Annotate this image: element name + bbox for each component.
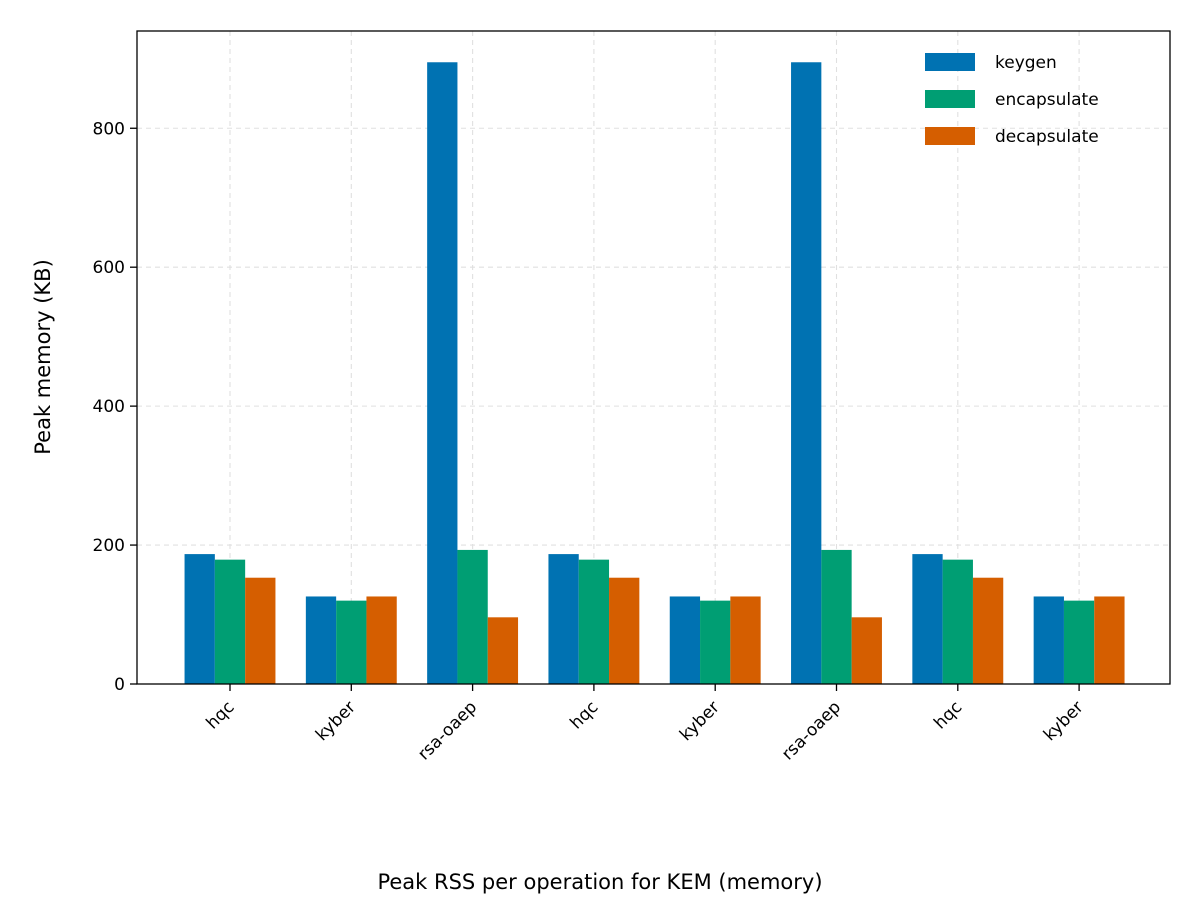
chart-caption: Peak RSS per operation for KEM (memory) bbox=[377, 870, 822, 894]
bar-decapsulate-4 bbox=[730, 596, 761, 684]
x-tick-label: rsa-oaep bbox=[778, 697, 845, 764]
bar-encapsulate-6 bbox=[942, 559, 973, 684]
x-tick-label: kyber bbox=[1040, 697, 1088, 745]
legend-swatch-decapsulate bbox=[925, 127, 975, 145]
bar-encapsulate-3 bbox=[578, 559, 610, 684]
bar-keygen-0 bbox=[184, 554, 215, 684]
bar-decapsulate-6 bbox=[972, 577, 1004, 684]
bar-keygen-1 bbox=[305, 596, 337, 684]
bar-encapsulate-5 bbox=[821, 549, 852, 684]
bar-decapsulate-1 bbox=[366, 596, 397, 684]
legend-label-keygen: keygen bbox=[995, 53, 1057, 73]
y-tick-label: 400 bbox=[93, 397, 125, 417]
plot-frame bbox=[136, 30, 1171, 685]
bar-encapsulate-0 bbox=[214, 559, 246, 684]
bar-encapsulate-1 bbox=[336, 600, 367, 684]
y-tick-label: 800 bbox=[93, 119, 125, 139]
x-tick-label: hqc bbox=[930, 697, 966, 733]
x-tick-label: hqc bbox=[203, 697, 239, 733]
bar-encapsulate-2 bbox=[457, 549, 488, 684]
bar-keygen-3 bbox=[548, 554, 579, 684]
x-tick-label: kyber bbox=[676, 697, 724, 745]
x-tick-label: rsa-oaep bbox=[414, 697, 481, 764]
bar-decapsulate-7 bbox=[1094, 596, 1125, 684]
bar-decapsulate-0 bbox=[245, 577, 276, 684]
bar-encapsulate-4 bbox=[700, 600, 731, 684]
y-tick-label: 600 bbox=[93, 258, 125, 278]
bar-keygen-5 bbox=[791, 62, 822, 685]
legend-label-encapsulate: encapsulate bbox=[995, 90, 1099, 110]
bar-decapsulate-2 bbox=[487, 617, 519, 684]
y-axis-ticks: 0 200 400 600 800 bbox=[93, 119, 137, 695]
y-tick-label: 0 bbox=[114, 675, 125, 695]
y-tick-label: 200 bbox=[93, 536, 125, 556]
legend-swatch-keygen bbox=[925, 53, 975, 71]
bar-keygen-6 bbox=[912, 554, 943, 684]
bar-keygen-4 bbox=[669, 596, 701, 684]
legend-label-decapsulate: decapsulate bbox=[995, 127, 1099, 147]
bar-decapsulate-3 bbox=[609, 577, 640, 684]
x-tick-label: hqc bbox=[566, 697, 602, 733]
bar-decapsulate-5 bbox=[851, 617, 882, 684]
x-tick-label: kyber bbox=[312, 697, 360, 745]
y-axis-label: Peak memory (KB) bbox=[31, 259, 55, 455]
legend-swatch-encapsulate bbox=[925, 90, 975, 108]
bar-encapsulate-7 bbox=[1063, 600, 1095, 684]
bar-keygen-2 bbox=[427, 62, 458, 685]
bar-keygen-7 bbox=[1033, 596, 1064, 684]
legend: keygen encapsulate decapsulate bbox=[925, 53, 1099, 147]
bars bbox=[184, 62, 1125, 685]
x-axis-ticks: hqc kyber rsa-oaep hqc kyber rsa-oaep hqc kyber bbox=[203, 684, 1088, 764]
